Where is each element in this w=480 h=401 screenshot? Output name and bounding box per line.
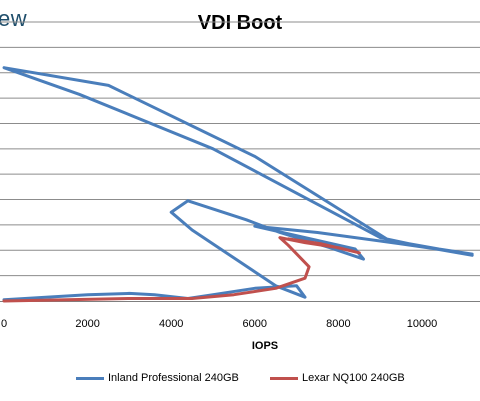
chart-title-text: VDI Boot: [197, 12, 283, 34]
legend-item-lexar: Lexar NQ100 240GB: [270, 372, 405, 384]
series-line-1: [2, 236, 361, 303]
series-line-0: [2, 66, 474, 302]
series-lines: [2, 66, 474, 303]
x-tick-label-1: 2000: [75, 318, 99, 330]
legend-item-inland: Inland Professional 240GB: [76, 372, 239, 384]
x-tick-labels: 0 2000 4000 6000 8000 10000: [1, 318, 437, 330]
x-tick-label-5: 10000: [407, 318, 438, 330]
x-tick-label-3: 6000: [243, 318, 267, 330]
brand-logo: ew: [0, 6, 28, 31]
x-tick-label-2: 4000: [159, 318, 183, 330]
x-axis-label: IOPS: [252, 340, 278, 352]
legend-label-inland: Inland Professional 240GB: [108, 372, 239, 384]
legend-swatch-inland: [76, 376, 104, 380]
x-tick-label-4: 8000: [326, 318, 350, 330]
legend-label-lexar: Lexar NQ100 240GB: [302, 372, 405, 384]
x-tick-label-0: 0: [1, 318, 7, 330]
legend-swatch-lexar: [270, 376, 298, 380]
chart-title: VDI Boot: [0, 12, 480, 35]
